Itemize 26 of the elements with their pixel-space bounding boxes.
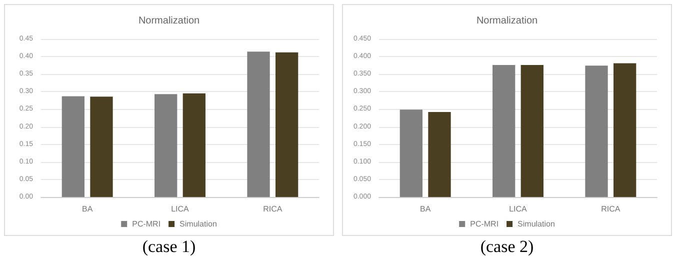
bar (492, 64, 516, 197)
bar (62, 96, 84, 197)
legend-label: Simulation (518, 220, 555, 228)
bar (520, 64, 544, 197)
bar (585, 66, 608, 197)
bar (400, 110, 422, 197)
bar (428, 112, 451, 197)
bar (247, 52, 270, 197)
x-tick-label: LICA (509, 204, 528, 214)
bar (182, 93, 206, 197)
legend-label: Simulation (180, 220, 217, 228)
bar (90, 96, 113, 197)
x-tick-label: RICA (263, 204, 283, 214)
bar (276, 52, 298, 197)
bar (154, 94, 178, 197)
legend-label: PC-MRI (132, 220, 161, 228)
x-tick-label: RICA (601, 204, 621, 214)
x-tick-label: LICA (171, 204, 190, 214)
legend-label: PC-MRI (470, 220, 499, 228)
bar (614, 63, 636, 197)
chart-title: Normalization (476, 16, 538, 26)
x-tick-label: BA (82, 204, 94, 214)
x-tick-label: BA (420, 204, 432, 214)
text: (case 1) (142, 236, 196, 258)
chart-title: Normalization (138, 16, 200, 26)
text: (case 2) (480, 236, 534, 258)
